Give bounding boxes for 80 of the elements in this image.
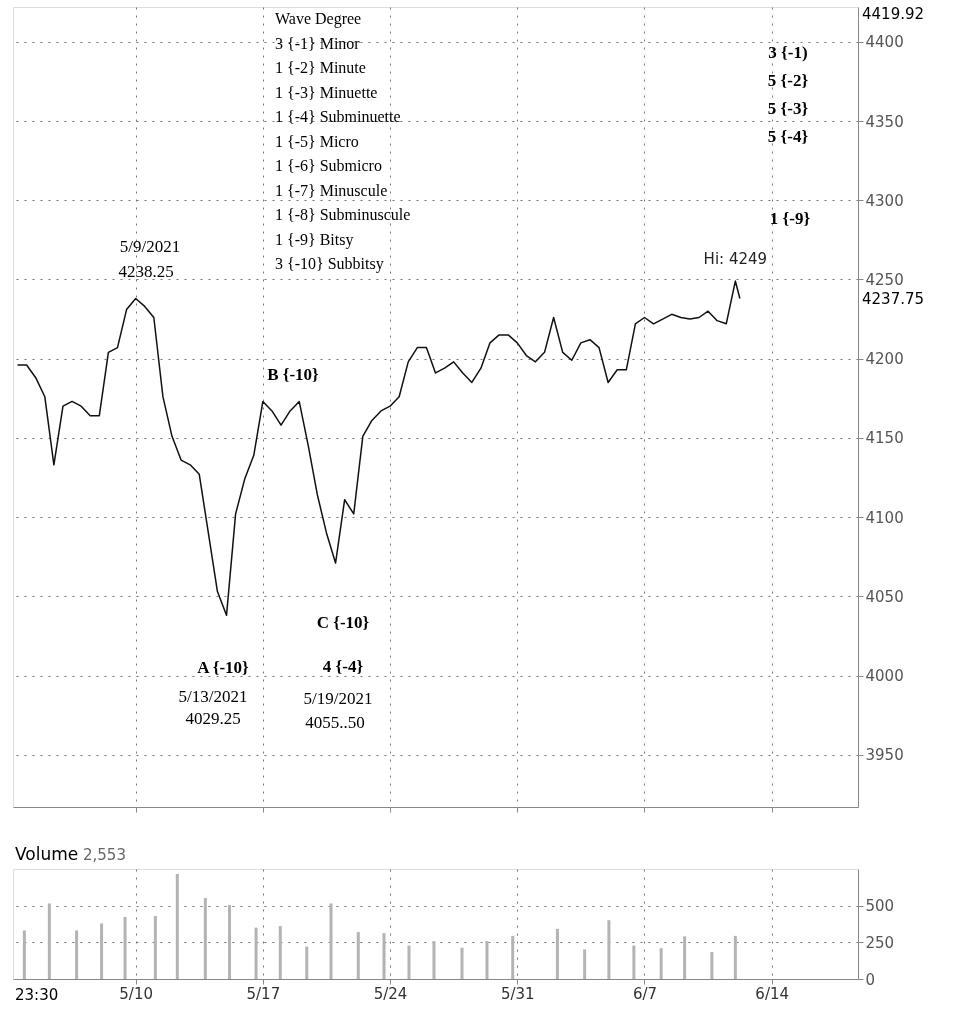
y-tick-label: 3950 <box>865 746 904 765</box>
x-tick-label: 5/17 <box>246 984 281 1003</box>
annotation: 1 {-5} Micro <box>275 132 359 150</box>
annotation: 4238.25 <box>118 262 174 281</box>
bar <box>485 941 489 979</box>
annotation: 4029.25 <box>185 709 241 728</box>
y-tick-label: 4200 <box>865 350 904 369</box>
annotation: 5/19/2021 <box>303 689 373 708</box>
bar <box>555 928 559 979</box>
y-tick-label: 4050 <box>865 587 904 606</box>
x-tick-label: 6/7 <box>632 984 658 1003</box>
bar <box>228 905 232 979</box>
annotation: 1 {-2} Minute <box>275 59 366 76</box>
bar <box>710 952 714 979</box>
y-tick-label: 250 <box>865 933 895 952</box>
bar <box>356 932 360 979</box>
bar <box>305 946 309 979</box>
text: 2,553 <box>83 846 126 864</box>
bar <box>659 948 663 979</box>
annotation: 3 {-1} Minor <box>275 34 361 52</box>
bar <box>583 949 587 979</box>
bar <box>460 947 464 979</box>
bar <box>123 916 127 979</box>
y-tick-label: 4150 <box>865 429 904 448</box>
annotation: 1 {-8} Subminuscule <box>275 206 411 223</box>
annotation: C {-10} <box>316 613 370 632</box>
line-series <box>16 280 741 617</box>
annotation: 3 {-10} Subbitsy <box>275 255 384 273</box>
bar <box>153 915 157 979</box>
annotation: 4 {-4} <box>322 657 364 676</box>
annotation: A {-10} <box>197 658 250 677</box>
annotation: 5/13/2021 <box>178 687 248 706</box>
bar <box>432 941 436 979</box>
bar <box>329 903 333 979</box>
bar <box>511 935 515 979</box>
x-tick-label: 5/31 <box>500 984 535 1003</box>
y-tick-label: 4000 <box>865 667 904 686</box>
bar <box>407 945 411 979</box>
annotation: 3 {-1) <box>768 43 808 62</box>
bar <box>75 930 79 979</box>
y-tick-label: 4100 <box>865 508 904 527</box>
annotation: 1 {-9} Bitsy <box>275 230 354 249</box>
y-tick-label: 500 <box>865 897 895 916</box>
y-tick-label: 4250 <box>865 270 904 289</box>
bar <box>733 935 737 979</box>
text: 23:30 <box>15 986 59 1004</box>
y-tick-label: 4300 <box>865 191 904 210</box>
bar <box>175 873 179 979</box>
bar <box>100 923 104 979</box>
x-tick-label: 6/14 <box>755 984 790 1003</box>
bar <box>203 898 207 979</box>
annotation: 4055..50 <box>305 713 365 732</box>
x-tick-label: 5/10 <box>119 984 154 1003</box>
bar <box>683 936 687 979</box>
annotation: 1 {-4} Subminuette <box>275 108 401 125</box>
bar <box>22 930 26 979</box>
annotation: 5/9/2021 <box>119 237 181 256</box>
bar <box>632 945 636 979</box>
bar <box>254 927 258 979</box>
annotation: Wave Degree <box>275 10 362 28</box>
bar <box>47 903 51 979</box>
y-tick-label: 4400 <box>865 33 904 52</box>
annotation: 1 {-7} Minuscule <box>275 181 388 199</box>
annotation: 5 {-3} <box>767 99 809 118</box>
x-tick-label: 5/24 <box>373 984 408 1003</box>
annotation: 5 {-2} <box>767 71 809 90</box>
annotation: 5 {-4} <box>767 127 809 146</box>
text: 4237.75 <box>862 290 925 308</box>
bar <box>278 926 282 979</box>
chart-title: Volume <box>15 844 79 864</box>
annotation: Hi: 4249 <box>703 250 768 269</box>
text: 4419.92 <box>862 5 925 23</box>
y-tick-label: 4350 <box>865 112 904 131</box>
annotation: 1 {-6} Submicro <box>275 157 382 174</box>
bar <box>382 933 386 979</box>
bar <box>607 920 611 979</box>
annotation: 1 {-3} Minuette <box>275 83 378 101</box>
annotation: B {-10} <box>267 365 320 384</box>
annotation: 1 {-9} <box>769 209 811 228</box>
y-tick-label: 0 <box>865 970 876 989</box>
